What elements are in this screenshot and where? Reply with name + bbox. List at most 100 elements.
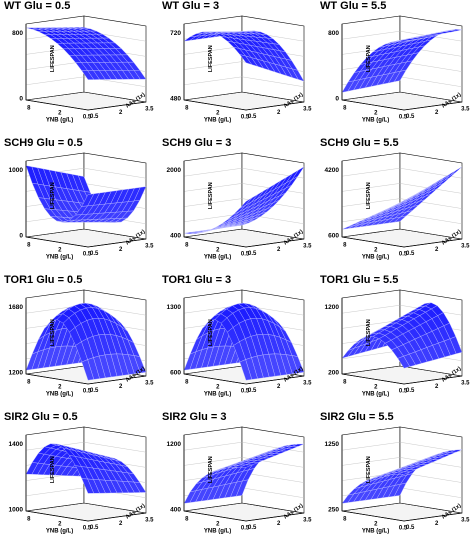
x-axis-line (25, 236, 89, 248)
panel-title: TOR1 Glu = 5.5 (320, 274, 399, 286)
surface-panel: SIR2 Glu = 3 400 1200 LIFESPAN 8 2 0.5 YNB (g/L… (158, 411, 316, 548)
x-axis-label: YNB (g/L) (46, 118, 73, 124)
x-tick-label: 2 (374, 111, 378, 117)
surface-cell (239, 464, 252, 468)
wall-gridline (183, 46, 243, 55)
x-axis-line (25, 510, 89, 522)
x-tick-label: 8 (343, 380, 347, 386)
x-axis-label: YNB (g/L) (362, 392, 389, 398)
z-tick-label: 800 (328, 30, 339, 37)
z-axis-label: LIFESPAN (50, 319, 56, 346)
x-axis-label: YNB (g/L) (362, 118, 389, 124)
z-tick-label: 0 (335, 95, 339, 102)
wall-gridline (341, 183, 401, 192)
y-axis-line (403, 101, 463, 111)
wall-gridline (399, 168, 463, 179)
z-tick-label: 0 (19, 95, 23, 102)
z-tick-label: 1200 (167, 441, 182, 448)
y-tick-label: 0.5 (90, 388, 99, 394)
y-tick-label: 0.5 (406, 525, 415, 531)
x-axis-line (183, 373, 247, 385)
z-tick-label: 0 (19, 232, 23, 239)
surface-cell (239, 359, 253, 381)
x-axis-line (341, 236, 405, 248)
surface-panel: SIR2 Glu = 5.5 250 1250 LIFESPAN 8 2 0.5 YNB (g… (316, 411, 474, 548)
z-tick-label: 400 (170, 232, 181, 239)
panel-title: WT Glu = 3 (162, 0, 220, 12)
z-tick-label: 1680 (9, 304, 24, 311)
x-tick-label: 2 (374, 248, 378, 254)
y-tick-label: 2 (277, 247, 281, 253)
y-axis-line (87, 238, 147, 248)
wall-gridline (341, 442, 401, 451)
panel-title: TOR1 Glu = 0.5 (4, 274, 83, 286)
x-axis-label: YNB (g/L) (46, 392, 73, 398)
x-tick-label: 8 (27, 106, 31, 112)
wall-gridline (341, 457, 401, 466)
y-axis-line (403, 238, 463, 248)
y-tick-label: 2 (277, 521, 281, 527)
x-tick-label: 2 (374, 522, 378, 528)
y-axis-line (245, 101, 305, 111)
panel-title: WT Glu = 0.5 (4, 0, 71, 12)
y-tick-label: 3.5 (303, 517, 312, 523)
y-axis-line (245, 375, 305, 385)
x-axis-line (341, 99, 405, 111)
surface-mesh (341, 449, 463, 504)
surface-mesh (25, 165, 147, 223)
x-axis-line (183, 510, 247, 522)
wall-gridline (25, 61, 85, 70)
x-axis-label: YNB (g/L) (362, 255, 389, 261)
x-tick-label: 0.5 (83, 252, 92, 258)
y-tick-label: 0.5 (248, 525, 257, 531)
z-tick-label: 1000 (9, 506, 24, 513)
y-axis-line (245, 238, 305, 248)
z-axis-label: LIFESPAN (50, 456, 56, 483)
x-tick-label: 0.5 (399, 389, 408, 395)
y-axis-line (403, 375, 463, 385)
surface-panel: TOR1 Glu = 0.5 1200 1680 LIFESPAN 8 2 0.5 YNB (… (0, 274, 158, 411)
x-axis-line (341, 510, 405, 522)
z-axis-label: LIFESPAN (208, 456, 214, 483)
surface-mesh (341, 166, 463, 230)
y-tick-label: 2 (119, 384, 123, 390)
wall-gridline (341, 31, 401, 40)
x-tick-label: 2 (58, 522, 62, 528)
z-tick-label: 600 (170, 369, 181, 376)
y-axis-line (87, 101, 147, 111)
x-tick-label: 2 (216, 522, 220, 528)
panel-title: SCH9 Glu = 3 (162, 137, 232, 149)
surface-panel: SIR2 Glu = 0.5 1000 1400 LIFESPAN 8 2 0.5 YNB (… (0, 411, 158, 548)
surface-cell (239, 54, 253, 65)
x-tick-label: 2 (58, 248, 62, 254)
x-tick-label: 2 (216, 111, 220, 117)
wall-gridline (183, 198, 243, 207)
y-tick-label: 2 (277, 110, 281, 116)
back-wall (399, 152, 463, 240)
surface-mesh (183, 30, 305, 82)
y-tick-label: 0.5 (90, 251, 99, 257)
wall-gridline (341, 305, 401, 314)
x-tick-label: 8 (27, 380, 31, 386)
surface-mesh (183, 303, 305, 381)
x-tick-label: 2 (58, 385, 62, 391)
wall-gridline (183, 61, 243, 70)
x-tick-label: 8 (185, 106, 189, 112)
axis-box (341, 152, 463, 248)
x-axis-label: YNB (g/L) (204, 255, 231, 261)
y-tick-label: 2 (277, 384, 281, 390)
surface-cell (81, 193, 95, 207)
surface-panel: WT Glu = 5.5 0 800 LIFESPAN 8 2 0.5 YNB (g/L) 0.… (316, 0, 474, 137)
surface-mesh (341, 29, 463, 93)
y-axis-line (245, 512, 305, 522)
z-tick-label: 250 (328, 506, 339, 513)
